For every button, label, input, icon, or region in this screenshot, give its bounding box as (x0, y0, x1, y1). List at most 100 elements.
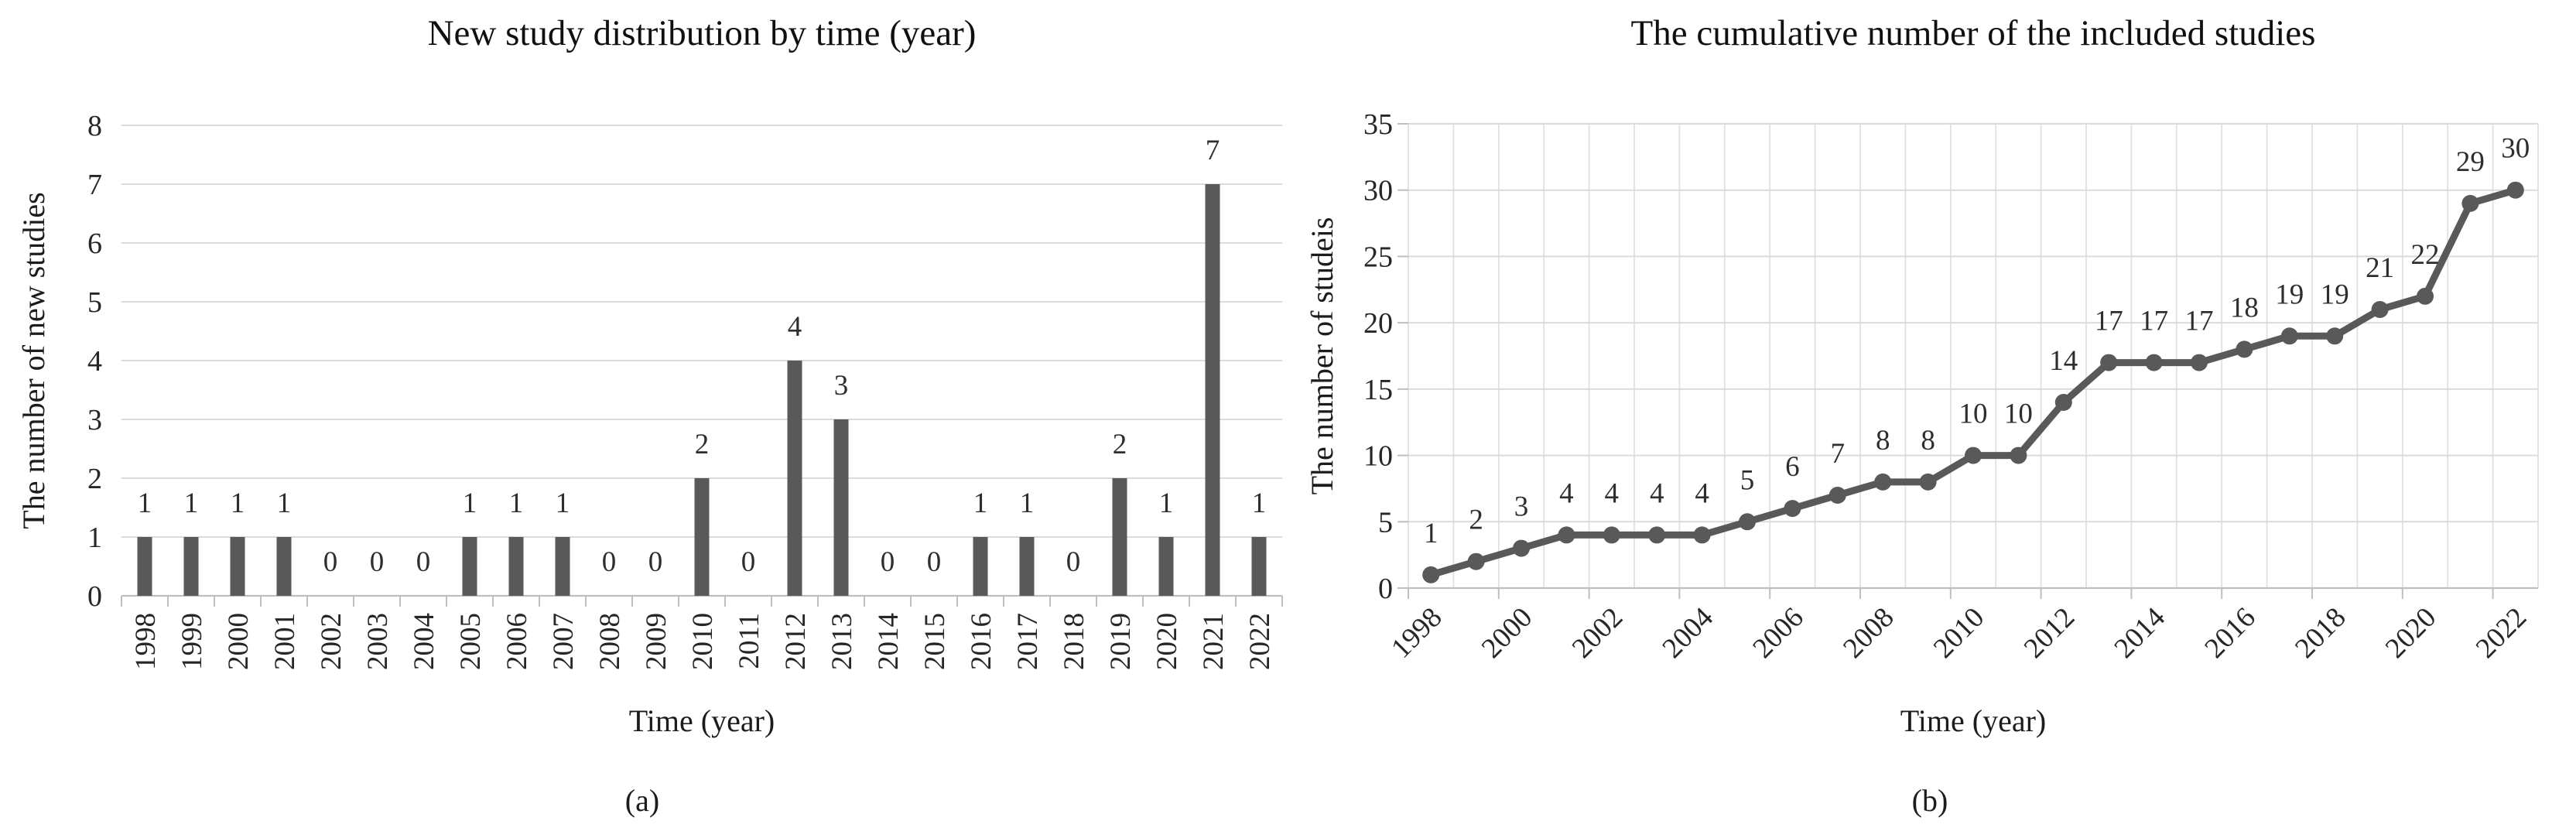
point-2014 (2145, 354, 2163, 371)
bar-2017 (1019, 537, 1035, 596)
bar-2005 (462, 537, 477, 596)
point-2004 (1693, 526, 1711, 544)
point-2008 (1874, 473, 1892, 491)
x-axis-tick-label: 2010 (687, 613, 719, 670)
y-axis-tick-label: 25 (1363, 241, 1393, 273)
x-axis-tick-label: 2011 (734, 613, 765, 669)
chart-a-x-axis-title: Time (year) (629, 703, 775, 738)
y-axis-tick-label: 15 (1363, 374, 1393, 406)
bar-label-2018: 0 (1066, 546, 1081, 578)
point-1999 (1467, 552, 1485, 570)
x-axis-tick-label: 2004 (1657, 601, 1719, 664)
point-label-2015: 17 (2185, 306, 2214, 337)
chart-a: New study distribution by time (year) 01… (16, 13, 1283, 818)
chart-b: The cumulative number of the included st… (1305, 13, 2539, 818)
x-axis-tick-label: 1998 (1385, 601, 1448, 664)
cumulative-line (1427, 186, 2520, 579)
point-label-2004: 4 (1695, 477, 1709, 509)
point-label-2011: 10 (2004, 398, 2033, 430)
point-label-2005: 5 (1740, 464, 1755, 496)
bar-label-2004: 0 (416, 546, 431, 578)
point-2021 (2461, 194, 2479, 212)
x-axis-tick-label: 2006 (1746, 601, 1809, 664)
y-axis-tick-label: 20 (1363, 307, 1393, 340)
point-label-2007: 7 (1831, 438, 1846, 470)
bar-2022 (1251, 537, 1267, 596)
point-label-2012: 14 (2049, 345, 2078, 377)
point-2016 (2236, 340, 2253, 358)
y-axis-tick-label: 1 (87, 522, 102, 554)
point-label-2003: 4 (1650, 477, 1664, 509)
chart-b-x-axis-title: Time (year) (1900, 703, 2046, 738)
x-axis-tick-label: 2016 (2198, 601, 2261, 664)
x-axis-tick-label: 2008 (594, 613, 626, 670)
bar-label-2005: 1 (463, 487, 477, 519)
bar-label-2022: 1 (1252, 487, 1267, 519)
x-axis-tick-label: 2002 (1566, 601, 1629, 664)
y-axis-tick-label: 0 (1378, 573, 1393, 605)
point-2005 (1739, 513, 1756, 531)
x-axis-tick-label: 2020 (1151, 613, 1183, 670)
x-axis-tick-label: 2022 (2470, 601, 2533, 664)
point-label-2013: 17 (2095, 306, 2123, 337)
y-axis-tick-label: 5 (87, 286, 102, 319)
point-label-2022: 30 (2501, 133, 2530, 165)
x-axis-tick-label: 2018 (2289, 601, 2352, 664)
bar-2010 (694, 478, 710, 596)
x-axis-tick-label: 2009 (641, 613, 672, 670)
point-2012 (2054, 394, 2072, 411)
bar-2019 (1112, 478, 1127, 596)
point-2019 (2371, 301, 2389, 318)
point-label-2014: 17 (2140, 306, 2168, 337)
point-label-2006: 6 (1785, 451, 1800, 483)
bar-label-2009: 0 (648, 546, 663, 578)
x-axis-tick-label: 2000 (223, 613, 255, 670)
x-axis-tick-label: 2005 (455, 613, 487, 670)
bar-label-1999: 1 (184, 487, 199, 519)
y-axis-tick-label: 0 (87, 580, 102, 613)
y-axis-tick-label: 2 (87, 463, 102, 495)
bar-label-2011: 0 (741, 546, 756, 578)
bar-label-2008: 0 (602, 546, 617, 578)
point-2010 (1965, 446, 1982, 464)
point-label-2020: 22 (2411, 239, 2440, 271)
y-axis-tick-label: 10 (1363, 440, 1393, 473)
x-axis-tick-label: 2013 (826, 613, 858, 670)
point-2007 (1829, 487, 1846, 504)
x-axis-tick-label: 2020 (2379, 601, 2442, 664)
bar-2006 (508, 537, 524, 596)
point-label-2016: 18 (2230, 292, 2259, 323)
y-axis-tick-label: 3 (87, 404, 102, 436)
bar-2001 (276, 537, 292, 596)
bar-label-2000: 1 (231, 487, 245, 519)
bar-label-2003: 0 (370, 546, 385, 578)
bar-2007 (555, 537, 570, 596)
point-label-2021: 29 (2456, 146, 2485, 178)
x-axis-tick-label: 2015 (919, 613, 951, 670)
y-axis-tick-label: 8 (87, 110, 102, 142)
bar-label-2017: 1 (1020, 487, 1035, 519)
chart-a-caption: (a) (625, 783, 659, 818)
chart-a-title: New study distribution by time (year) (428, 13, 977, 53)
point-1998 (1422, 566, 1440, 583)
x-axis-tick-label: 2003 (362, 613, 394, 670)
x-axis-tick-label: 2019 (1105, 613, 1137, 670)
x-axis-tick-label: 2022 (1244, 613, 1276, 670)
x-axis-tick-label: 2017 (1012, 613, 1044, 670)
point-label-2019: 21 (2366, 252, 2394, 284)
point-label-2017: 19 (2275, 279, 2304, 310)
point-2018 (2326, 327, 2344, 345)
x-axis-tick-label: 2002 (316, 613, 347, 670)
bar-label-2002: 0 (323, 546, 338, 578)
x-axis-tick-label: 2004 (409, 613, 440, 670)
point-2000 (1513, 539, 1530, 557)
point-2017 (2280, 327, 2298, 345)
point-2001 (1558, 526, 1575, 544)
y-axis-tick-label: 30 (1363, 175, 1393, 207)
x-axis-tick-label: 2001 (269, 613, 301, 670)
bar-2020 (1158, 537, 1174, 596)
bar-label-2010: 2 (695, 429, 710, 460)
x-axis-tick-label: 1999 (176, 613, 208, 670)
